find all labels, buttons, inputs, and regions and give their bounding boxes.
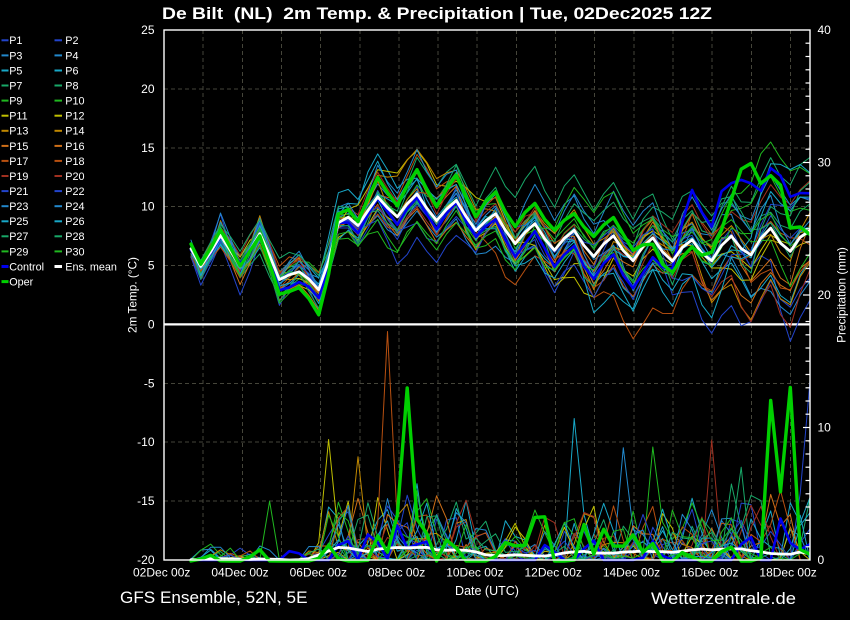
svg-text:Control: Control xyxy=(9,261,44,273)
svg-text:P28: P28 xyxy=(65,231,84,243)
svg-text:14Dec 00z: 14Dec 00z xyxy=(603,566,660,580)
svg-text:P8: P8 xyxy=(65,80,78,92)
svg-text:30: 30 xyxy=(818,156,832,170)
svg-text:P7: P7 xyxy=(9,80,22,92)
svg-text:25: 25 xyxy=(141,23,155,37)
svg-text:P25: P25 xyxy=(9,216,28,228)
svg-text:P23: P23 xyxy=(9,201,28,213)
svg-text:De Bilt (NL) 2m Temp. & Prec: De Bilt (NL) 2m Temp. & Precipitation | … xyxy=(162,5,712,23)
svg-text:10: 10 xyxy=(141,200,155,214)
svg-text:04Dec 00z: 04Dec 00z xyxy=(211,566,268,580)
svg-text:P21: P21 xyxy=(9,186,28,198)
svg-text:P9: P9 xyxy=(9,96,22,108)
svg-text:P10: P10 xyxy=(65,96,84,108)
svg-text:P17: P17 xyxy=(9,156,28,168)
svg-text:0: 0 xyxy=(818,553,825,567)
svg-text:P22: P22 xyxy=(65,186,84,198)
svg-text:Oper: Oper xyxy=(9,277,33,289)
svg-text:P4: P4 xyxy=(65,50,78,62)
svg-text:-15: -15 xyxy=(137,494,155,508)
svg-text:P1: P1 xyxy=(9,35,22,47)
svg-text:P6: P6 xyxy=(65,65,78,77)
svg-text:P13: P13 xyxy=(9,126,28,138)
svg-text:P11: P11 xyxy=(9,111,27,123)
svg-text:P18: P18 xyxy=(65,156,84,168)
svg-text:P24: P24 xyxy=(65,201,84,213)
svg-text:P5: P5 xyxy=(9,65,22,77)
svg-text:06Dec 00z: 06Dec 00z xyxy=(290,566,347,580)
svg-text:P3: P3 xyxy=(9,50,22,62)
svg-text:08Dec 00z: 08Dec 00z xyxy=(368,566,425,580)
svg-text:-5: -5 xyxy=(144,376,155,390)
svg-text:Ens. mean: Ens. mean xyxy=(65,261,117,273)
svg-text:P30: P30 xyxy=(65,246,84,258)
svg-text:Date (UTC): Date (UTC) xyxy=(455,584,519,598)
svg-text:12Dec 00z: 12Dec 00z xyxy=(525,566,582,580)
svg-text:20: 20 xyxy=(141,82,155,96)
svg-text:P19: P19 xyxy=(9,171,28,183)
svg-text:P12: P12 xyxy=(65,111,84,123)
svg-text:40: 40 xyxy=(818,23,832,37)
svg-text:20: 20 xyxy=(818,288,832,302)
svg-text:P29: P29 xyxy=(9,246,28,258)
svg-text:-20: -20 xyxy=(137,553,155,567)
svg-text:P14: P14 xyxy=(65,126,84,138)
svg-text:GFS Ensemble, 52N, 5E: GFS Ensemble, 52N, 5E xyxy=(120,588,308,607)
svg-text:P26: P26 xyxy=(65,216,84,228)
svg-text:16Dec 00z: 16Dec 00z xyxy=(681,566,738,580)
svg-text:10Dec 00z: 10Dec 00z xyxy=(446,566,503,580)
svg-text:02Dec 00z: 02Dec 00z xyxy=(133,566,190,580)
svg-text:15: 15 xyxy=(141,141,155,155)
svg-text:-10: -10 xyxy=(137,435,155,449)
svg-text:0: 0 xyxy=(148,317,155,331)
svg-text:Precipitation (mm): Precipitation (mm) xyxy=(835,247,849,343)
svg-text:P20: P20 xyxy=(65,171,84,183)
svg-text:10: 10 xyxy=(818,421,832,435)
svg-text:2m Temp. (°C): 2m Temp. (°C) xyxy=(126,257,140,333)
svg-text:5: 5 xyxy=(148,259,155,273)
svg-text:Wetterzentrale.de: Wetterzentrale.de xyxy=(651,589,796,608)
svg-text:P15: P15 xyxy=(9,141,28,153)
svg-text:18Dec 00z: 18Dec 00z xyxy=(759,566,816,580)
svg-text:P16: P16 xyxy=(65,141,84,153)
svg-text:P27: P27 xyxy=(9,231,28,243)
svg-text:P2: P2 xyxy=(65,35,78,47)
